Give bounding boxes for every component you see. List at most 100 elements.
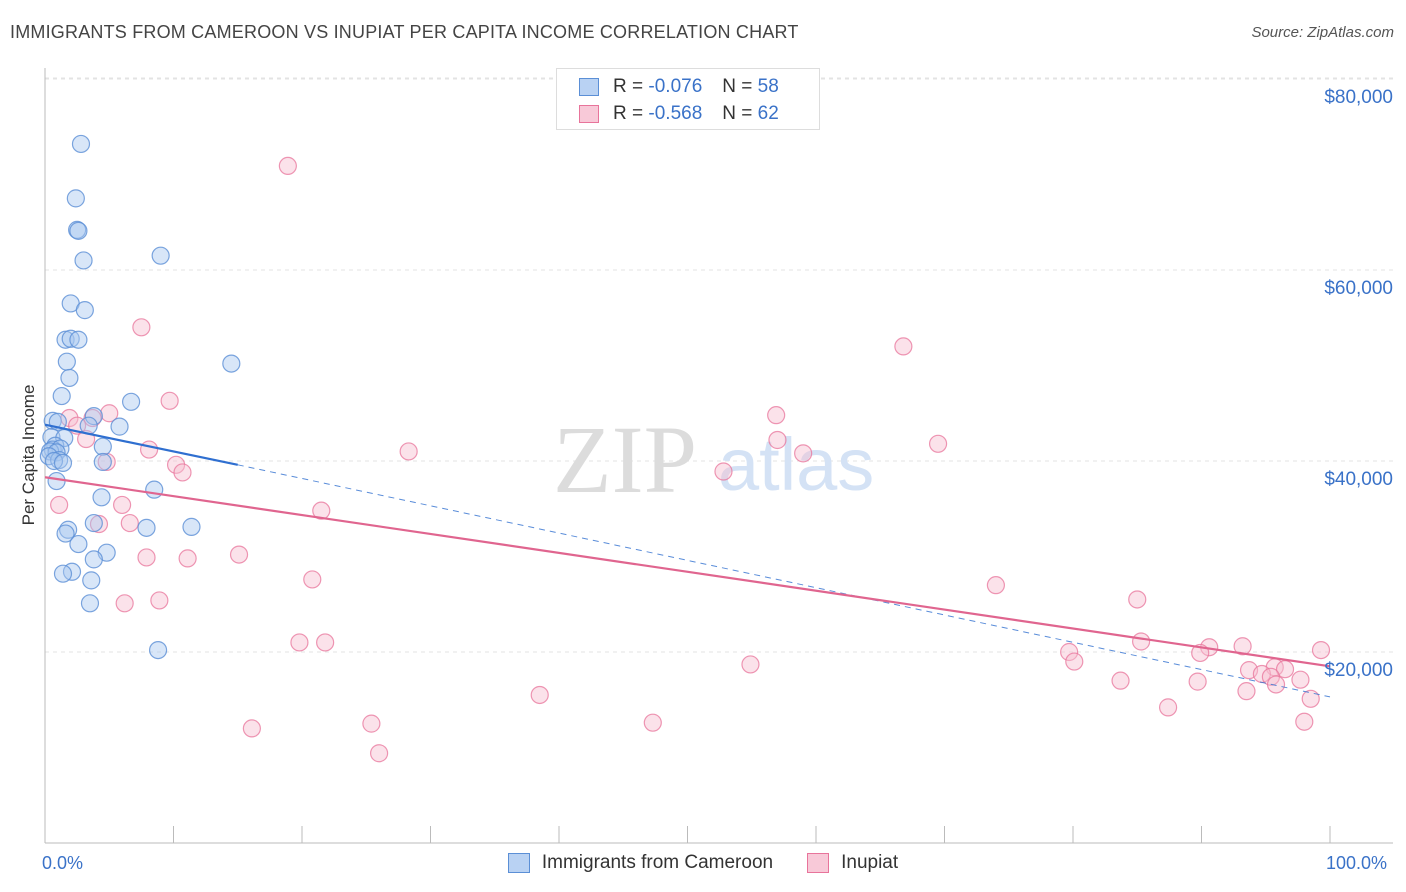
- cameroon-point: [53, 453, 73, 473]
- y-tick-label: $80,000: [1324, 87, 1393, 108]
- legend-row-cameroon: R = -0.076 N = 58: [579, 75, 779, 99]
- cameroon-point: [47, 471, 66, 491]
- inupiat-point: [312, 501, 331, 520]
- legend-r-value: -0.568: [648, 103, 703, 124]
- watermark-zip: ZIP: [553, 406, 697, 513]
- inupiat-point: [643, 713, 662, 732]
- inupiat-point: [1233, 637, 1252, 656]
- cameroon-point: [60, 368, 79, 388]
- inupiat-point: [178, 549, 197, 568]
- inupiat-point: [928, 434, 948, 453]
- cameroon-point: [75, 301, 94, 320]
- trend-lines: [44, 423, 1331, 698]
- inupiat-point: [530, 685, 549, 705]
- inupiat-point: [1291, 670, 1310, 689]
- cameroon-point: [53, 564, 73, 583]
- cameroon-points: [39, 134, 241, 660]
- legend-r-label: R =: [613, 76, 644, 97]
- inupiat-point: [1237, 682, 1256, 701]
- legend-swatch-blue: [579, 78, 599, 96]
- inupiat-point: [290, 633, 309, 652]
- cameroon-point: [61, 329, 80, 348]
- inupiat-point: [741, 655, 760, 674]
- legend-n-label: N =: [722, 103, 753, 124]
- legend-item-cameroon[interactable]: Immigrants from Cameroon: [507, 852, 774, 874]
- cameroon-point: [62, 562, 82, 581]
- inupiat-point: [137, 548, 156, 567]
- cameroon-point: [110, 417, 129, 436]
- legend-n-label: N =: [722, 76, 753, 97]
- inupiat-point: [112, 495, 132, 515]
- inupiat-point: [242, 719, 261, 738]
- inupiat-point: [768, 430, 787, 450]
- legend-r-value: -0.076: [648, 76, 703, 97]
- cameroon-point: [148, 640, 168, 660]
- y-tick-label: $40,000: [1324, 469, 1393, 490]
- legend-row-inupiat: R = -0.568 N = 62: [579, 102, 779, 126]
- legend-swatch-pink: [807, 853, 830, 873]
- inupiat-point: [139, 440, 159, 459]
- y-axis-label: Per Capita Income: [19, 385, 38, 526]
- cameroon-point: [93, 452, 112, 472]
- cameroon-point: [69, 330, 88, 349]
- legend-item-label: Immigrants from Cameroon: [541, 852, 774, 873]
- x-tick-label-min: 0.0%: [42, 853, 84, 873]
- inupiat-point: [132, 318, 151, 337]
- legend-swatch-blue: [507, 853, 530, 873]
- inupiat-point: [1311, 640, 1331, 660]
- cameroon-trend-line: [44, 423, 238, 466]
- cameroon-point: [52, 386, 71, 406]
- inupiat-point: [1132, 632, 1151, 651]
- cameroon-point: [69, 534, 88, 554]
- inupiat-point: [115, 594, 134, 613]
- inupiat-point: [362, 714, 381, 733]
- inupiat-point: [794, 444, 813, 463]
- cameroon-point: [222, 354, 241, 373]
- inupiat-point: [1065, 652, 1084, 671]
- inupiat-point: [767, 406, 786, 425]
- y-tick-labels: $20,000 $40,000 $60,000 $80,000: [1324, 87, 1393, 681]
- inupiat-point: [173, 463, 192, 482]
- inupiat-point: [1111, 671, 1130, 690]
- legend-item-inupiat[interactable]: Inupiat: [807, 852, 898, 874]
- cameroon-point: [182, 517, 201, 536]
- inupiat-point: [1301, 689, 1320, 708]
- x-tick-label-max: 100.0%: [1326, 853, 1388, 873]
- inupiat-point: [97, 452, 116, 472]
- inupiat-point: [894, 337, 913, 356]
- inupiat-point: [1060, 642, 1079, 662]
- cameroon-point: [137, 518, 156, 537]
- cameroon-point: [56, 524, 75, 543]
- cameroon-point: [66, 189, 85, 208]
- legend-n-value: 58: [757, 76, 779, 97]
- inupiat-point: [1295, 712, 1314, 731]
- series-legend: Immigrants from Cameroon Inupiat: [0, 852, 1406, 874]
- cameroon-point: [56, 330, 75, 349]
- cameroon-point: [151, 246, 170, 265]
- cameroon-point: [69, 221, 88, 240]
- inupiat-point: [714, 462, 733, 481]
- gridlines: [45, 77, 1393, 653]
- cameroon-point: [84, 407, 103, 426]
- inupiat-point: [1158, 698, 1178, 717]
- cameroon-point: [80, 594, 100, 613]
- inupiat-point: [1266, 675, 1286, 694]
- cameroon-point: [145, 480, 164, 499]
- cameroon-point: [68, 220, 87, 239]
- cameroon-point: [121, 392, 141, 411]
- inupiat-point: [370, 744, 389, 763]
- inupiat-point: [399, 442, 418, 461]
- legend-n-value: 62: [757, 103, 779, 124]
- y-tick-label: $60,000: [1324, 278, 1393, 299]
- inupiat-point: [229, 545, 249, 564]
- cameroon-point: [71, 134, 91, 154]
- inupiat-point: [89, 514, 109, 534]
- cameroon-point: [84, 550, 103, 569]
- cameroon-point: [92, 488, 111, 507]
- inupiat-point: [120, 513, 139, 533]
- chart-title: IMMIGRANTS FROM CAMEROON VS INUPIAT PER …: [10, 22, 799, 42]
- cameroon-point: [84, 513, 103, 533]
- inupiat-point: [1188, 672, 1207, 691]
- legend-item-label: Inupiat: [841, 852, 899, 873]
